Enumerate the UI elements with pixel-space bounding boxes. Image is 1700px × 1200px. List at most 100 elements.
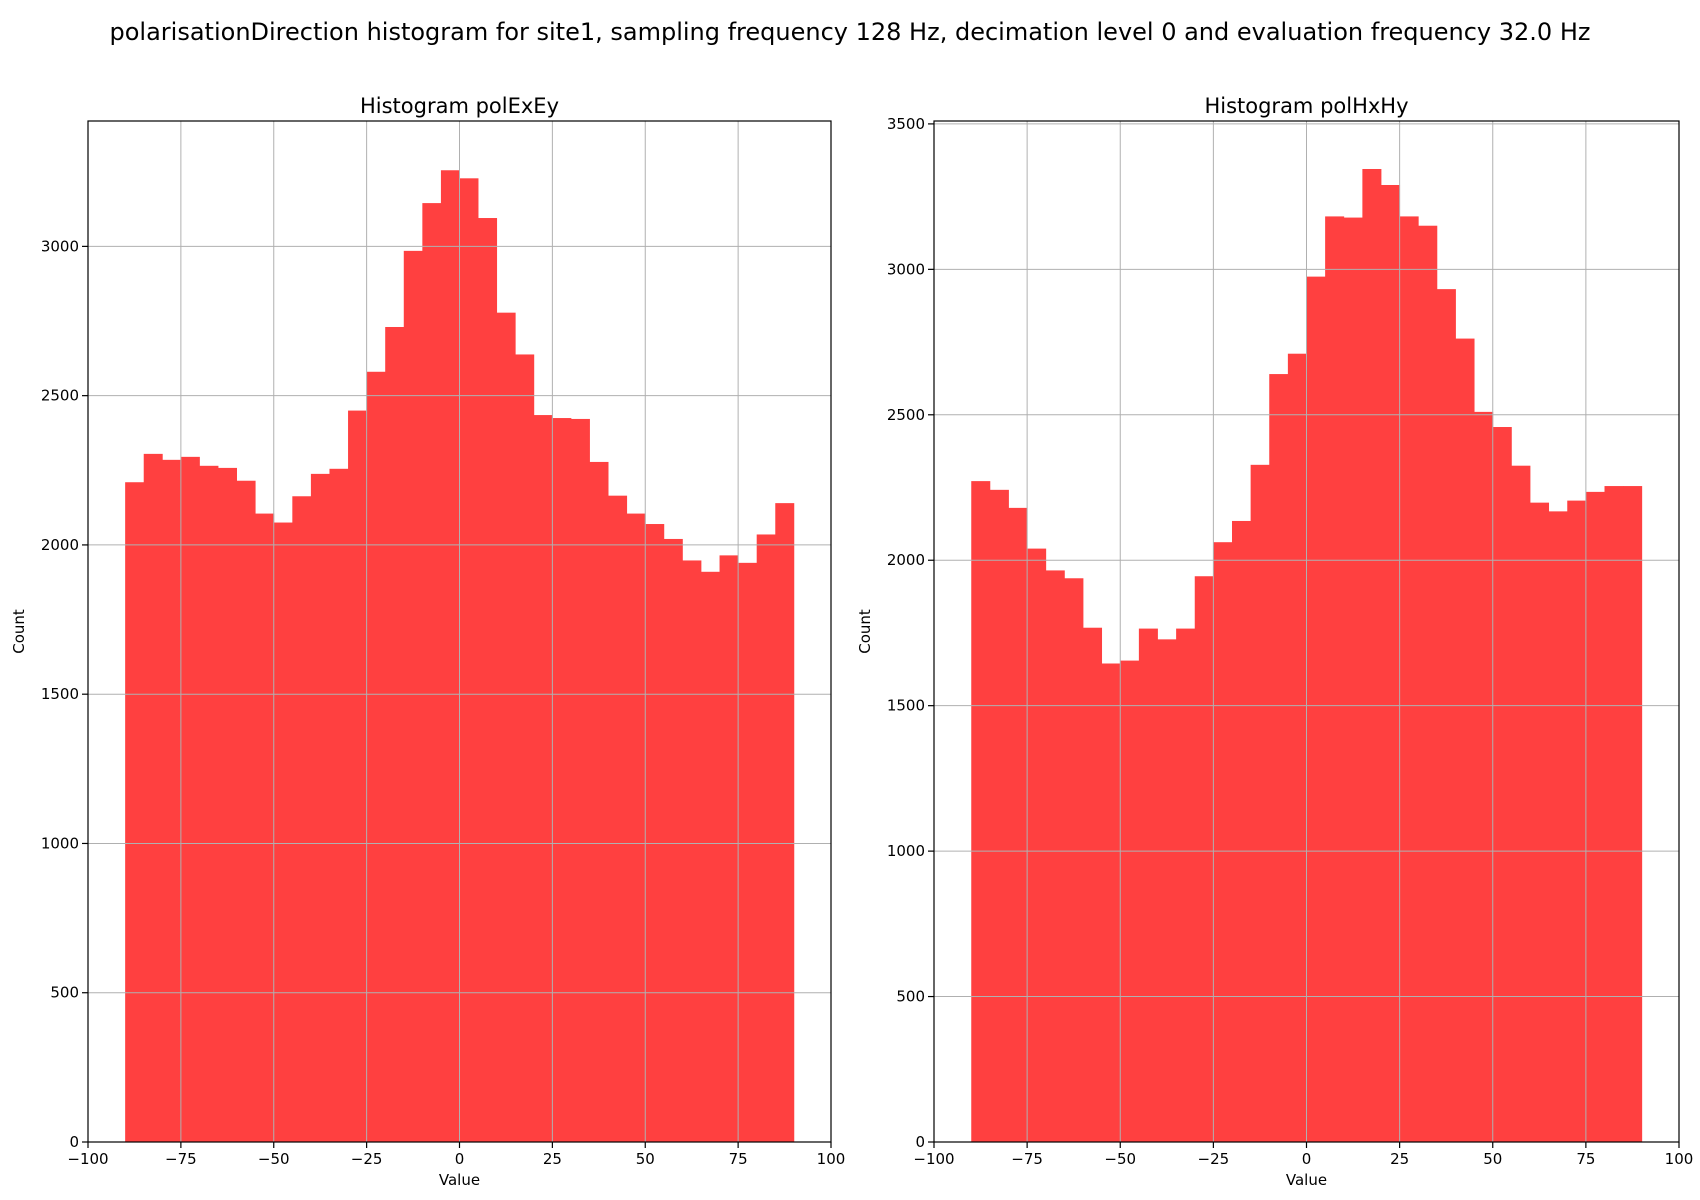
histogram-bar — [626, 513, 646, 1142]
histogram-bar — [756, 534, 776, 1142]
y-tick-label: 500 — [896, 988, 925, 1006]
histogram-bar — [143, 453, 163, 1142]
x-tick-label: 100 — [817, 1150, 846, 1168]
y-tick-label: 1000 — [887, 842, 925, 860]
x-tick-label: 25 — [543, 1150, 562, 1168]
histogram-bar — [1548, 511, 1568, 1142]
histogram-bar — [1064, 578, 1084, 1142]
histogram-polhxhy-chart: −100 −75 −50 −25 0 25 50 75 10005001000150020002… — [856, 94, 1694, 1189]
histogram-bar — [329, 468, 349, 1143]
histogram-bar — [1157, 639, 1177, 1142]
histogram-bar — [589, 461, 609, 1142]
histogram-bar — [1343, 217, 1363, 1142]
y-tick-label: 2000 — [41, 536, 79, 554]
histogram-bar — [385, 326, 405, 1142]
histogram-bar — [1120, 660, 1140, 1142]
y-tick-label: 1000 — [41, 834, 79, 852]
histogram-bar — [496, 312, 516, 1143]
histogram-bar — [533, 415, 553, 1142]
x-tick-label: −100 — [913, 1150, 954, 1168]
histogram-bar — [1530, 502, 1550, 1142]
histogram-bar — [1250, 464, 1270, 1142]
x-tick-label: −25 — [1198, 1150, 1230, 1168]
y-tick-label: 1500 — [41, 685, 79, 703]
y-tick-label: 2500 — [887, 406, 925, 424]
histogram-bar — [1436, 289, 1456, 1142]
histogram-bar — [700, 571, 720, 1142]
y-tick-label: 2000 — [887, 551, 925, 569]
y-axis-label: Count — [856, 609, 874, 654]
y-tick-label: 3500 — [887, 115, 925, 133]
histogram-bar — [422, 203, 442, 1142]
y-tick-label: 1500 — [887, 697, 925, 715]
histogram-bar — [1381, 184, 1401, 1143]
histogram-bar — [1474, 411, 1494, 1142]
histogram-bar — [1362, 168, 1382, 1142]
histogram-bar — [1567, 500, 1587, 1143]
x-tick-label: 75 — [729, 1150, 748, 1168]
histogram-bar — [162, 459, 182, 1142]
histogram-bar — [1511, 465, 1531, 1142]
histogram-bar — [1287, 353, 1307, 1142]
histogram-bar — [255, 513, 275, 1142]
histogram-bar — [1492, 427, 1512, 1142]
x-axis-label: Value — [1286, 1171, 1327, 1189]
x-tick-label: 25 — [1390, 1150, 1409, 1168]
histogram-bar — [682, 560, 702, 1142]
x-tick-label: −75 — [165, 1150, 197, 1168]
histogram-bar — [125, 482, 145, 1143]
histogram-bar — [663, 538, 683, 1142]
histogram-bar — [1325, 216, 1345, 1143]
x-tick-label: 75 — [1576, 1150, 1595, 1168]
histogram-bar — [1399, 216, 1419, 1143]
x-tick-label: 0 — [455, 1150, 465, 1168]
histogram-bar — [1585, 491, 1605, 1142]
histogram-bar — [515, 354, 535, 1142]
histogram-bar — [366, 371, 386, 1142]
histogram-bar — [570, 418, 590, 1143]
histogram-bar — [236, 480, 256, 1143]
histogram-bar — [218, 467, 237, 1142]
histogram-bar — [1008, 507, 1028, 1142]
y-tick-label: 0 — [69, 1133, 79, 1151]
x-tick-label: −25 — [351, 1150, 383, 1168]
x-tick-label: 50 — [636, 1150, 655, 1168]
histogram-bar — [1138, 628, 1158, 1142]
x-tick-label: −50 — [258, 1150, 290, 1168]
y-axis-label: Count — [10, 609, 28, 654]
histogram-bar — [459, 178, 479, 1142]
histogram-bar — [1027, 548, 1047, 1142]
histogram-bar — [971, 481, 991, 1142]
histogram-bar — [1232, 520, 1252, 1142]
x-tick-label: 100 — [1665, 1150, 1694, 1168]
histogram-polexey-chart: −100 −75 −50 −25 0 25 50 75 10005001000150020002… — [10, 94, 846, 1189]
histogram-bar — [292, 496, 312, 1142]
histogram-bar — [310, 473, 330, 1142]
x-tick-label: −100 — [67, 1150, 108, 1168]
bars — [971, 168, 1643, 1143]
x-tick-label: 50 — [1483, 1150, 1502, 1168]
histogram-bar — [645, 524, 665, 1142]
histogram-bar — [199, 465, 219, 1142]
histogram-bar — [1083, 627, 1103, 1142]
histogram-bar — [1418, 225, 1438, 1142]
y-tick-label: 0 — [915, 1133, 925, 1151]
histogram-bar — [1623, 486, 1643, 1142]
histogram-bar — [552, 418, 572, 1143]
histogram-bar — [1101, 663, 1121, 1142]
histogram-bar — [608, 495, 628, 1143]
histogram-bar — [1455, 338, 1475, 1142]
histogram-bar — [1213, 542, 1233, 1142]
histogram-bar — [1306, 276, 1326, 1142]
histogram-bar — [1604, 486, 1624, 1142]
histogram-bar — [1269, 374, 1289, 1143]
x-axis-label: Value — [439, 1171, 480, 1189]
histogram-bar — [180, 456, 200, 1143]
histogram-bar — [1176, 628, 1196, 1142]
y-tick-label: 3000 — [887, 260, 925, 278]
subplot-title: Histogram polHxHy — [1204, 94, 1408, 118]
histogram-bar — [1194, 576, 1214, 1142]
x-tick-label: −75 — [1011, 1150, 1043, 1168]
histogram-bar — [478, 218, 498, 1143]
histogram-bar — [1045, 570, 1065, 1142]
